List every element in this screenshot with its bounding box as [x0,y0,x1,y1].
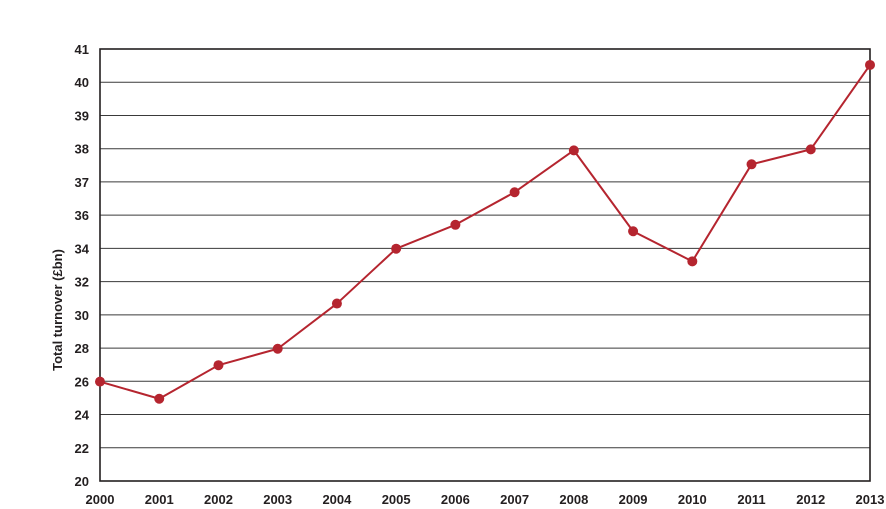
x-tick-label: 2010 [678,492,707,507]
y-tick-label: 20 [75,474,89,489]
y-tick-label: 36 [75,208,89,223]
y-tick-label: 32 [75,275,89,290]
data-point [746,159,757,170]
x-tick-label: 2004 [322,492,352,507]
series-line [99,64,871,400]
data-point [687,256,698,267]
axes [99,48,871,482]
grid-lines [100,81,870,449]
data-point [509,187,520,198]
x-tick-labels: 2000 2001 2002 2003 2004 2005 2006 2007 2008 2009… [86,492,885,507]
data-point [568,145,579,156]
y-tick-label: 30 [75,308,89,323]
y-tick-label: 41 [75,42,89,57]
series-turnover [95,59,875,404]
data-point [95,376,105,387]
x-tick-label: 2007 [500,492,529,507]
x-tick-label: 2000 [86,492,115,507]
y-tick-label: 28 [75,341,89,356]
y-tick-label: 38 [75,142,89,157]
y-tick-label: 26 [75,374,89,389]
y-tick-label: 40 [75,75,89,90]
x-tick-label: 2012 [796,492,825,507]
plot-frame [99,48,871,482]
data-point [805,144,816,155]
x-tick-label: 2005 [382,492,411,507]
data-point [272,343,283,354]
data-point [213,360,224,371]
x-tick-label: 2008 [559,492,588,507]
y-axis-label: Total turnover (£bn) [50,249,65,371]
x-tick-label: 2001 [145,492,174,507]
x-tick-label: 2003 [263,492,292,507]
x-tick-label: 2011 [737,492,765,507]
y-tick-label: 22 [75,441,89,456]
data-point [154,393,165,404]
x-tick-label: 2009 [619,492,648,507]
x-tick-label: 2006 [441,492,470,507]
data-point [450,219,461,230]
data-point [865,59,875,70]
x-tick-label: 2002 [204,492,233,507]
y-tick-labels: 20 22 24 26 28 30 32 34 36 37 38 39 40 41 [75,42,90,489]
y-tick-label: 37 [75,175,89,190]
data-point [391,243,402,254]
data-point [331,298,342,309]
data-point [628,226,639,237]
y-tick-label: 24 [75,408,90,423]
x-tick-label: 2013 [856,492,885,507]
y-tick-label: 39 [75,108,89,123]
y-tick-label: 34 [75,241,90,256]
